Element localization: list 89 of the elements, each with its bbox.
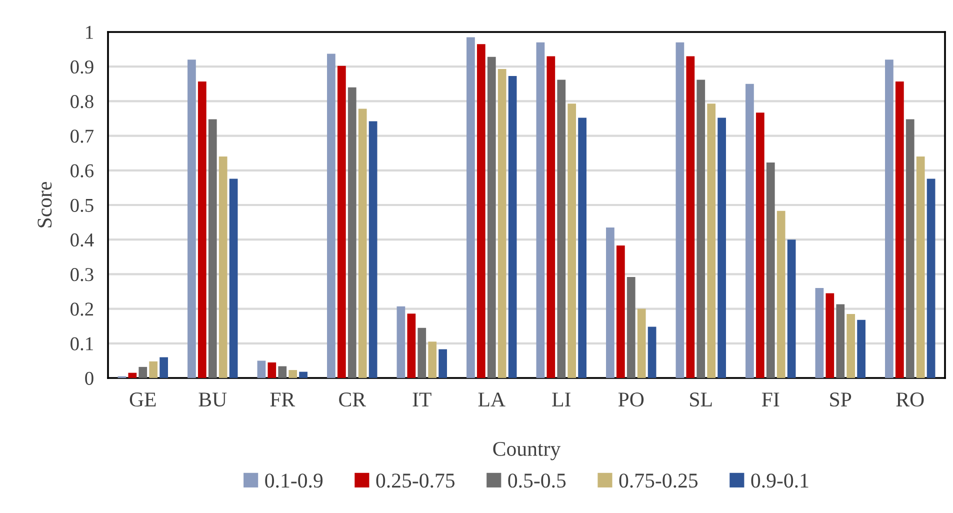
bar: [358, 108, 367, 378]
bar: [836, 304, 845, 378]
bar: [466, 37, 475, 378]
bar: [766, 162, 775, 378]
bar: [756, 112, 764, 378]
bar: [508, 76, 517, 378]
bar: [138, 366, 148, 378]
y-tick-label: 0.8: [70, 95, 94, 108]
bar: [149, 361, 158, 378]
bar: [787, 240, 796, 378]
y-tick-label: 1: [86, 26, 93, 39]
x-axis-title: Country: [493, 442, 561, 460]
bar: [128, 372, 137, 378]
bar: [229, 178, 238, 378]
bar: [648, 326, 656, 378]
bar: [476, 44, 486, 378]
bar: [815, 288, 824, 378]
bar: [407, 314, 416, 378]
y-tick-label: 0: [85, 372, 94, 385]
bar: [857, 320, 866, 378]
y-tick-label: 0.1: [70, 337, 93, 350]
bar: [707, 104, 716, 378]
y-tick-label: 0.4: [70, 233, 94, 247]
bar: [498, 69, 506, 378]
bar: [926, 178, 936, 378]
y-tick-label: 0.9: [70, 60, 94, 74]
bar: [198, 81, 206, 378]
x-tick-label: RO: [896, 392, 924, 407]
bar: [327, 54, 336, 378]
bar: [288, 370, 298, 378]
bar: [568, 104, 576, 378]
bar: [208, 119, 217, 378]
bar: [546, 56, 556, 378]
bar: [257, 360, 266, 378]
bar: [776, 210, 786, 378]
legend-label: 0.1-0.9: [265, 474, 323, 488]
y-axis-title: Score: [38, 182, 52, 228]
bar: [487, 56, 496, 378]
bar: [686, 56, 695, 378]
x-tick-label: SL: [690, 392, 712, 407]
x-tick-label: LA: [478, 392, 506, 406]
bar: [916, 156, 925, 378]
bar: [348, 87, 356, 378]
bar: [637, 308, 646, 378]
y-tick-label: 0.7: [70, 130, 94, 143]
bar: [438, 349, 447, 378]
bar: [536, 42, 545, 378]
bar: [718, 118, 726, 378]
x-tick-label: FR: [270, 392, 296, 406]
bar: [895, 81, 904, 378]
bar: [368, 121, 378, 378]
bar: [676, 42, 684, 378]
bar: [337, 66, 346, 378]
legend-label: 0.25-0.75: [376, 474, 455, 488]
bar: [278, 366, 287, 378]
x-tick-label: FI: [762, 392, 780, 406]
x-tick-label: GE: [130, 392, 156, 407]
legend-label: 0.75-0.25: [619, 474, 698, 488]
bar: [606, 227, 614, 378]
y-tick-label: 0.5: [70, 198, 94, 212]
legend-label: 0.9-0.1: [751, 474, 808, 488]
bar: [696, 80, 706, 378]
bar: [418, 328, 426, 378]
y-tick-label: 0.2: [70, 302, 94, 316]
bar: [746, 84, 754, 378]
bar: [885, 60, 894, 378]
x-tick-label: PO: [618, 392, 644, 407]
bar: [578, 118, 586, 378]
bar: [846, 314, 856, 378]
x-tick-label: LI: [552, 392, 570, 406]
bar: [268, 362, 276, 378]
bar: [616, 245, 625, 378]
bar: [188, 60, 196, 378]
x-tick-label: BU: [198, 392, 227, 407]
bar: [218, 156, 228, 378]
x-tick-label: SP: [830, 392, 852, 407]
legend-label: 0.5-0.5: [508, 474, 566, 488]
bar: [826, 293, 834, 378]
bar: [557, 80, 566, 378]
bar: [906, 119, 914, 378]
y-tick-label: 0.6: [70, 164, 94, 178]
bar: [396, 306, 406, 378]
bar: [299, 372, 308, 378]
x-tick-label: CR: [339, 392, 366, 407]
x-tick-label: IT: [412, 392, 432, 406]
y-tick-label: 0.3: [70, 268, 94, 282]
bar: [428, 342, 437, 378]
bar: [626, 276, 636, 378]
bar: [160, 357, 168, 378]
